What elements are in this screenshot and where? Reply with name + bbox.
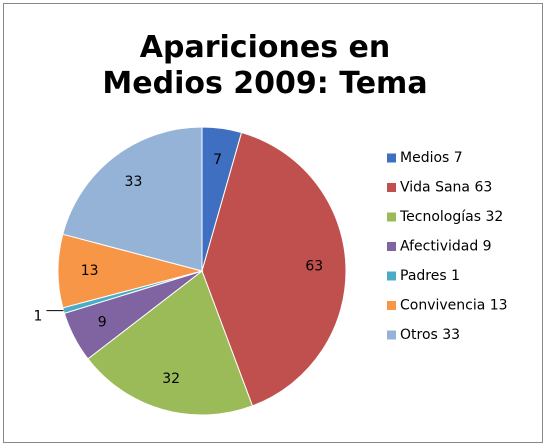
legend-label: Medios 7 xyxy=(400,150,463,166)
data-label: 33 xyxy=(125,174,143,190)
legend-label: Otros 33 xyxy=(400,327,460,343)
legend-swatch xyxy=(387,183,396,192)
legend-swatch xyxy=(387,271,396,281)
pie-slice xyxy=(62,126,203,272)
chart-frame xyxy=(3,3,543,443)
legend-label: Afectividad 9 xyxy=(400,239,492,255)
data-label: 32 xyxy=(162,371,180,387)
legend-swatch xyxy=(387,153,396,163)
data-label: 9 xyxy=(98,315,107,331)
legend-swatch xyxy=(387,212,396,222)
legend-swatch xyxy=(387,301,396,310)
pie-slice xyxy=(87,270,254,416)
data-label: 13 xyxy=(81,263,99,279)
data-label: 7 xyxy=(213,152,222,168)
legend-swatch xyxy=(387,330,396,340)
legend-label: Padres 1 xyxy=(400,268,460,284)
pie-slice xyxy=(201,131,347,407)
legend-label: Convivencia 13 xyxy=(400,298,508,314)
legend-label: Vida Sana 63 xyxy=(400,180,492,196)
chart-title: Apariciones en Medios 2009: Tema xyxy=(102,30,428,101)
data-label: 1 xyxy=(33,309,42,325)
legend-swatch xyxy=(387,242,396,251)
legend-label: Tecnologías 32 xyxy=(399,209,503,225)
data-label: 63 xyxy=(305,259,323,275)
